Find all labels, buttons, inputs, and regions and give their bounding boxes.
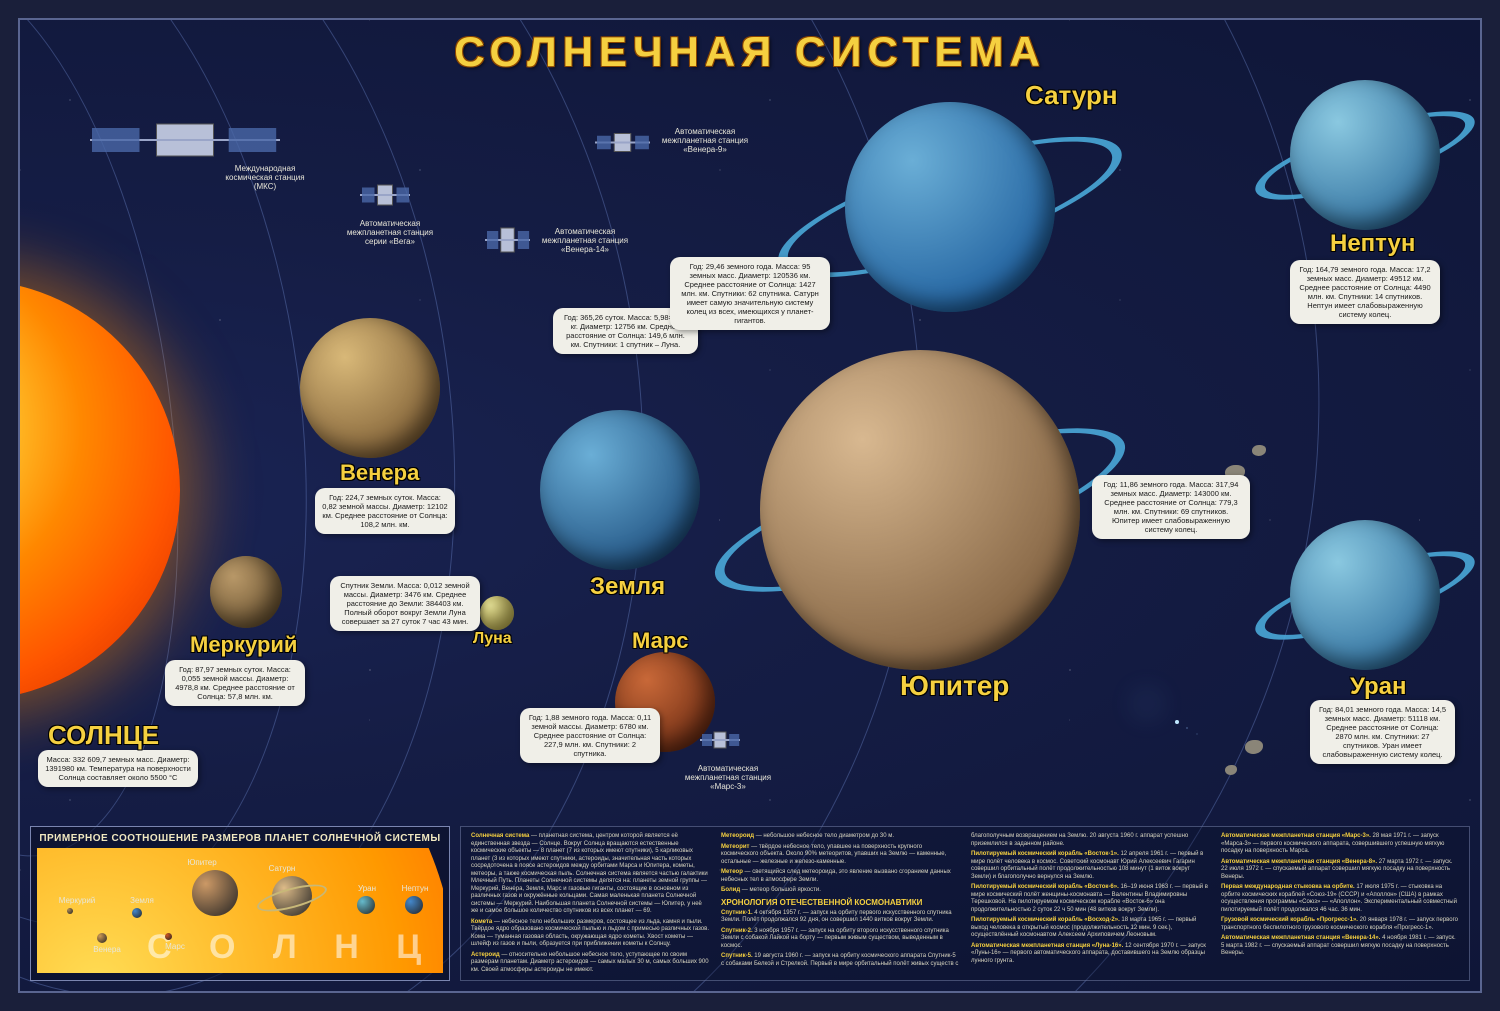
planet-Земля [540,410,700,570]
planet-Юпитер [760,350,1080,670]
spacecraft-icon [700,720,740,760]
scale-planet [192,870,238,916]
poster-root: СОЛНЕЧНАЯ СИСТЕМА СОЛНЦЕ Масса: 332 609,… [0,0,1500,1011]
scale-box-title: ПРИМЕРНОЕ СООТНОШЕНИЕ РАЗМЕРОВ ПЛАНЕТ СО… [37,833,443,844]
spacecraft-caption: Автоматическая межпланетная станция «Вен… [655,128,755,154]
scale-area: С О Л Н Ц Е МеркурийВенераЗемляМарсЮпите… [37,848,443,973]
planet-info: Год: 29,46 земного года. Масса: 95 земны… [670,257,830,330]
scale-planet [97,933,107,943]
spacecraft-icon [595,120,650,165]
planet-label: Уран [1350,673,1407,701]
planet-Нептун [1290,80,1440,230]
scale-box: ПРИМЕРНОЕ СООТНОШЕНИЕ РАЗМЕРОВ ПЛАНЕТ СО… [30,826,450,981]
scale-planet [405,896,423,914]
planet-label: Марс [632,628,689,654]
planet-label: Меркурий [190,632,297,658]
comet-icon [1175,720,1179,724]
scale-planet [67,908,73,914]
planet-Сатурн [845,102,1055,312]
spacecraft-caption: Международная космическая станция (МКС) [215,165,315,191]
spacecraft-caption: Автоматическая межпланетная станция «Мар… [678,765,778,791]
scale-planet-label: Юпитер [177,858,227,867]
sun-label: СОЛНЦЕ [48,720,159,751]
scale-planet-label: Земля [117,896,167,905]
spacecraft-caption: Автоматическая межпланетная станция сери… [340,220,440,246]
planet-info: Год: 164,79 земного года. Масса: 17,2 зе… [1290,260,1440,324]
scale-planet [357,896,375,914]
planet-info: Год: 1,88 земного года. Масса: 0,11 земн… [520,708,660,763]
planet-info: Год: 224,7 земных суток. Масса: 0,82 зем… [315,488,455,534]
scale-planet-label: Марс [150,942,200,951]
scale-planet [165,933,172,940]
scale-planet-label: Нептун [390,884,440,893]
planet-Луна [480,596,514,630]
spacecraft-icon [360,170,410,220]
scale-planet [132,908,142,918]
planet-label: Венера [340,460,419,486]
planet-Венера [300,318,440,458]
scale-planet-label: Венера [82,945,132,954]
planet-label: Юпитер [900,670,1009,702]
poster-inner: СОЛНЕЧНАЯ СИСТЕМА СОЛНЦЕ Масса: 332 609,… [18,18,1482,993]
scale-planet-label: Сатурн [257,864,307,873]
planet-Меркурий [210,556,282,628]
planet-label: Луна [473,630,512,648]
bottom-text: Солнечная система — планетная система, ц… [460,826,1470,981]
planet-info: Год: 84,01 земного года. Масса: 14,5 зем… [1310,700,1455,764]
planet-info: Спутник Земли. Масса: 0,012 земной массы… [330,576,480,631]
planet-label: Сатурн [1025,80,1118,111]
main-title: СОЛНЕЧНАЯ СИСТЕМА [454,28,1046,76]
scale-planet-label: Меркурий [52,896,102,905]
jupiter-info: Год: 11,86 земного года. Масса: 317,94 з… [1092,475,1250,539]
scale-planet-label: Уран [342,884,392,893]
planet-info: Год: 87,97 земных суток. Масса: 0,055 зе… [165,660,305,706]
spacecraft-icon [485,210,530,270]
planet-label: Земля [590,573,665,601]
planet-label: Нептун [1330,230,1415,258]
sun-info: Масса: 332 609,7 земных масс. Диаметр: 1… [38,750,198,787]
planet-Уран [1290,520,1440,670]
spacecraft-caption: Автоматическая межпланетная станция «Вен… [535,228,635,254]
